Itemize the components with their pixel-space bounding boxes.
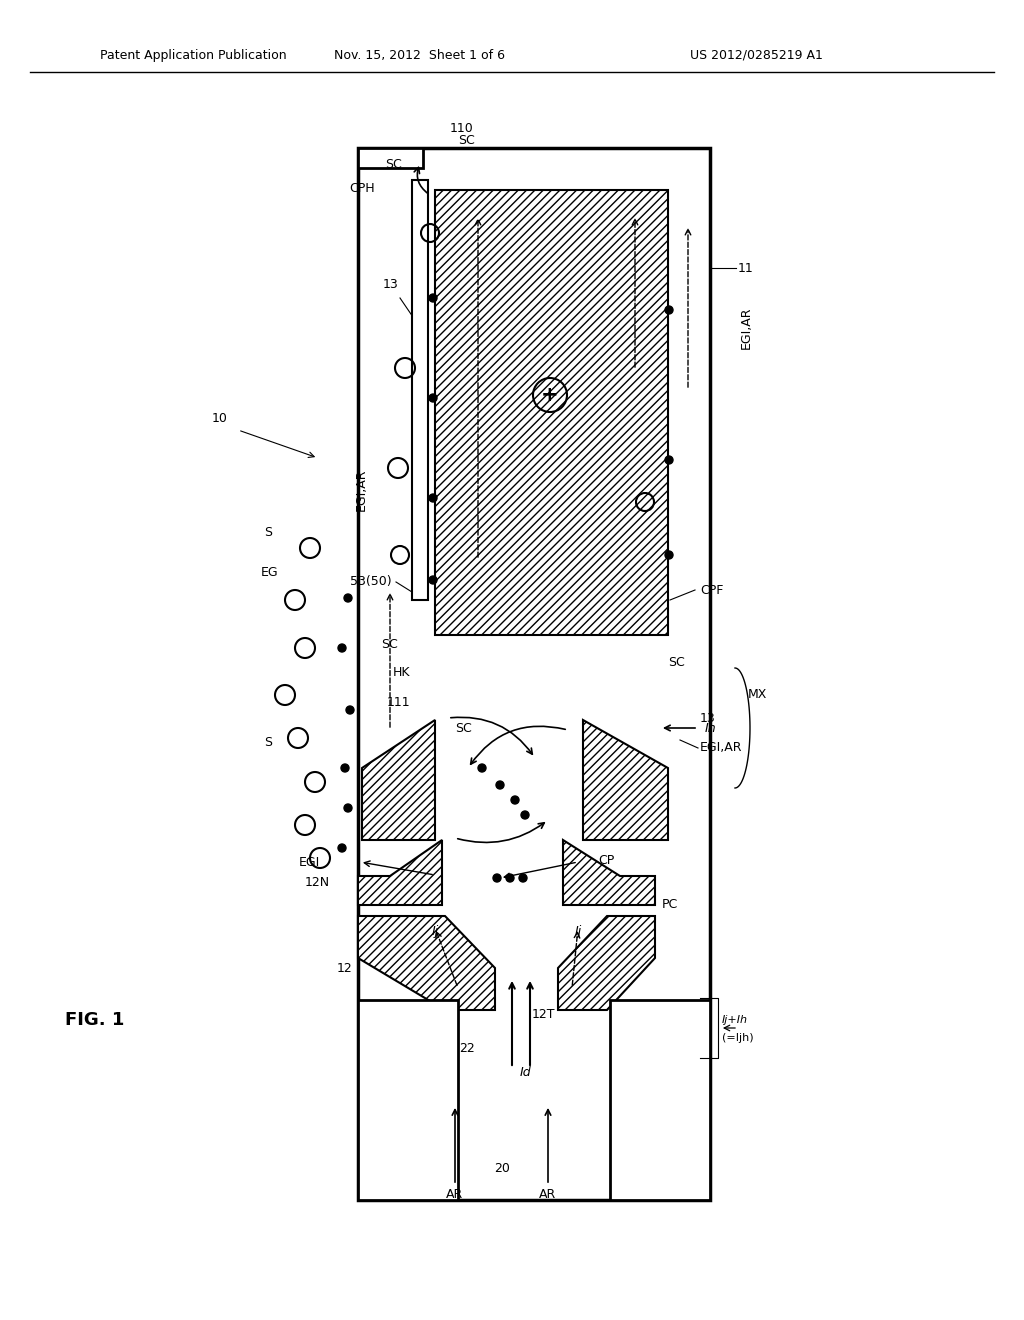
Text: 12N: 12N xyxy=(305,875,330,888)
Text: SC: SC xyxy=(458,133,475,147)
Polygon shape xyxy=(583,719,668,840)
Circle shape xyxy=(506,874,514,882)
Text: CPF: CPF xyxy=(700,583,723,597)
Text: SC: SC xyxy=(385,158,402,172)
Polygon shape xyxy=(358,840,442,906)
Circle shape xyxy=(429,393,437,403)
Bar xyxy=(358,148,710,1200)
Circle shape xyxy=(519,874,527,882)
Text: Patent Application Publication: Patent Application Publication xyxy=(100,49,287,62)
Text: Ih: Ih xyxy=(705,722,717,734)
Bar xyxy=(358,148,423,168)
Bar xyxy=(412,180,428,601)
Circle shape xyxy=(493,874,501,882)
Circle shape xyxy=(665,306,673,314)
Text: 111: 111 xyxy=(386,696,410,709)
Text: 12: 12 xyxy=(336,961,352,974)
Text: CP: CP xyxy=(598,854,614,866)
Text: HK: HK xyxy=(392,665,410,678)
Circle shape xyxy=(665,550,673,558)
Text: 22: 22 xyxy=(459,1041,475,1055)
Text: MX: MX xyxy=(748,689,767,701)
Text: S: S xyxy=(264,525,272,539)
Circle shape xyxy=(429,294,437,302)
Text: 53(50): 53(50) xyxy=(350,576,392,589)
Text: S: S xyxy=(264,735,272,748)
Polygon shape xyxy=(563,840,655,906)
Circle shape xyxy=(338,644,346,652)
Text: EGI: EGI xyxy=(299,855,319,869)
Text: EGI,AR: EGI,AR xyxy=(700,742,742,755)
Circle shape xyxy=(429,576,437,583)
Text: Nov. 15, 2012  Sheet 1 of 6: Nov. 15, 2012 Sheet 1 of 6 xyxy=(335,49,506,62)
Text: CPH: CPH xyxy=(349,181,375,194)
Text: EGI,AR: EGI,AR xyxy=(740,306,753,350)
Bar xyxy=(435,190,668,635)
Text: Ij: Ij xyxy=(431,925,438,939)
Text: 13: 13 xyxy=(382,279,398,292)
Polygon shape xyxy=(358,916,495,1010)
Text: (=Ijh): (=Ijh) xyxy=(722,1034,754,1043)
Text: SC: SC xyxy=(455,722,472,734)
Text: Ij: Ij xyxy=(574,925,582,939)
Text: 11: 11 xyxy=(738,261,754,275)
Circle shape xyxy=(338,843,346,851)
Text: AR: AR xyxy=(540,1188,557,1201)
Polygon shape xyxy=(362,719,435,840)
Circle shape xyxy=(665,455,673,465)
Polygon shape xyxy=(558,916,655,1010)
Text: 20: 20 xyxy=(494,1162,510,1175)
Text: EGI,AR: EGI,AR xyxy=(355,469,368,511)
Text: 12T: 12T xyxy=(532,1008,555,1022)
Text: EG: EG xyxy=(260,565,278,578)
Circle shape xyxy=(346,706,354,714)
Circle shape xyxy=(496,781,504,789)
Circle shape xyxy=(344,594,352,602)
Circle shape xyxy=(429,494,437,502)
Text: SC: SC xyxy=(381,639,398,652)
Text: FIG. 1: FIG. 1 xyxy=(66,1011,125,1030)
Text: 110: 110 xyxy=(450,121,474,135)
Circle shape xyxy=(478,764,486,772)
Circle shape xyxy=(511,796,519,804)
Text: PC: PC xyxy=(662,899,678,912)
Text: +: + xyxy=(542,385,559,405)
Text: Id: Id xyxy=(520,1065,531,1078)
Text: Ij+Ih: Ij+Ih xyxy=(722,1015,748,1026)
Bar xyxy=(358,1001,458,1200)
Text: AR: AR xyxy=(446,1188,464,1201)
Bar xyxy=(610,1001,710,1200)
Circle shape xyxy=(521,810,529,818)
Circle shape xyxy=(344,804,352,812)
Circle shape xyxy=(341,764,349,772)
Text: SC: SC xyxy=(668,656,685,668)
Text: US 2012/0285219 A1: US 2012/0285219 A1 xyxy=(690,49,823,62)
Text: 13: 13 xyxy=(700,711,716,725)
Text: 10: 10 xyxy=(212,412,228,425)
